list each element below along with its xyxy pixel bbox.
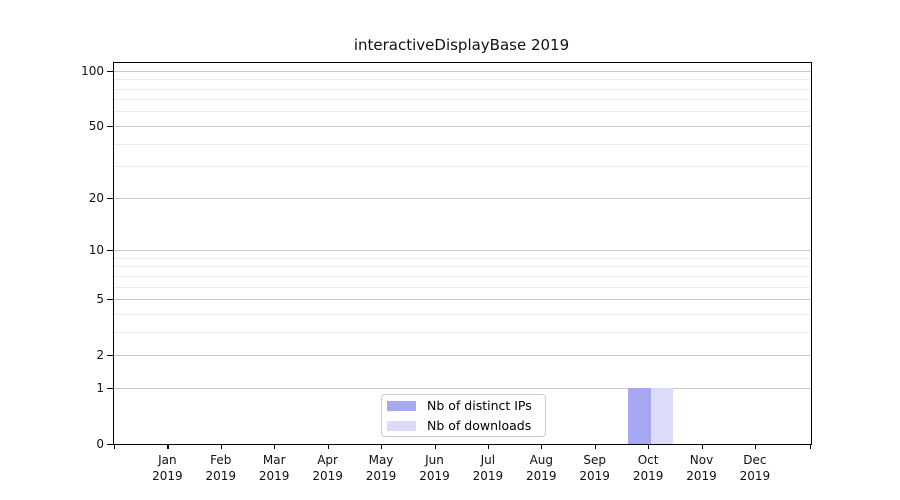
x-tick-label: May 2019 [349,452,413,484]
x-tick [701,444,703,449]
y-tick [107,125,113,128]
y-tick [107,70,113,72]
x-tick [274,444,276,449]
gridline-minor [114,166,811,168]
x-tick-label-month: Dec [743,453,767,467]
x-tick [594,444,596,449]
y-tick-label: 2 [96,348,104,363]
y-tick [107,444,113,446]
x-tick-edge [810,444,812,449]
gridline-minor [114,275,811,277]
gridline-major [114,250,811,251]
x-tick-label: Oct 2019 [616,452,680,484]
gridline-major [114,299,811,300]
x-tick-label-year: 2019 [632,469,664,483]
x-tick-label-year: 2019 [739,469,771,483]
x-tick-label: Feb 2019 [189,452,253,484]
x-tick [434,444,436,449]
y-tick-label: 0 [96,437,104,451]
x-tick-label-year: 2019 [205,469,237,483]
legend-swatch [387,400,416,411]
y-tick [107,387,113,390]
x-tick-label-month: Jan [158,453,177,467]
x-tick-label-year: 2019 [472,469,504,483]
x-tick-label: Dec 2019 [723,452,787,484]
gridline-minor [114,143,811,145]
x-tick [381,444,383,449]
gridline-minor [114,257,811,259]
gridline-minor [114,286,811,288]
x-tick-label-month: May [368,453,394,467]
y-tick [107,355,113,357]
gridline-minor [114,331,811,333]
x-tick-label-year: 2019 [526,469,557,483]
x-tick-label: Apr 2019 [296,452,360,484]
legend: Nb of distinct IPs Nb of downloads [381,394,546,437]
gridline-major [114,125,811,127]
legend-label: Nb of distinct IPs [427,398,532,413]
gridline-minor [114,79,811,81]
x-tick-label-year: 2019 [365,469,397,483]
gridline-major [114,387,811,389]
x-tick-label-month: Mar [262,453,286,467]
legend-swatch [387,420,416,431]
y-tick [107,299,113,301]
bar-downloads [650,387,674,444]
y-tick-label: 50 [88,118,104,133]
x-tick-label-month: Feb [210,453,232,467]
x-tick-label-month: Jun [425,453,444,467]
x-tick-label: Aug 2019 [509,452,573,484]
x-tick-label-year: 2019 [152,469,183,483]
legend-row: Nb of distinct IPs [387,397,537,414]
gridline-major [114,70,811,72]
y-tick-label: 10 [88,243,104,257]
x-tick-label: Jul 2019 [456,452,520,484]
x-tick [327,444,329,449]
legend-label: Nb of downloads [427,418,532,433]
x-tick-label-year: 2019 [312,469,343,483]
x-tick-label-year: 2019 [419,469,450,483]
chart-title: interactiveDisplayBase 2019 [353,36,570,54]
x-tick-label-month: Nov [689,453,714,467]
y-tick-label: 5 [96,292,104,306]
x-tick-edge [114,444,116,449]
x-tick-label: Jan 2019 [135,452,199,484]
gridline-major [114,197,811,199]
x-tick-label-year: 2019 [258,469,290,483]
bar-distinct-ips [628,387,651,444]
x-tick-label: Sep 2019 [563,452,627,484]
x-tick-label-month: Sep [583,453,606,467]
x-tick [220,444,222,449]
x-tick [167,444,169,449]
gridline-minor [114,99,811,101]
legend-row: Nb of downloads [387,417,537,434]
gridline-minor [114,88,811,90]
x-tick-label-month: Jul [480,453,496,467]
x-tick-label-month: Aug [529,453,554,467]
gridline-minor [114,111,811,113]
x-tick-label-month: Oct [637,453,659,467]
x-tick-label: Nov 2019 [670,452,734,484]
x-tick-label: Mar 2019 [242,452,306,484]
x-tick-label-month: Apr [317,453,338,467]
y-tick [107,250,113,252]
gridline-minor [114,313,811,315]
y-tick-label: 100 [81,63,104,78]
plot-area: 0 1 2 5 10 20 50 100 Jan 2019 Feb 2019 Mar 2019 Apr 20… [81,62,812,483]
x-tick [487,444,490,449]
x-tick [541,444,543,449]
gridline-major [114,355,811,357]
y-tick-label: 20 [88,190,104,205]
y-tick-label: 1 [96,380,104,395]
x-tick-label-year: 2019 [579,469,610,483]
x-tick-label-year: 2019 [686,469,717,483]
x-tick-label: Jun 2019 [403,452,467,484]
x-tick [648,444,650,449]
x-tick [754,444,757,449]
gridline-minor [114,266,811,268]
y-tick [107,197,113,199]
